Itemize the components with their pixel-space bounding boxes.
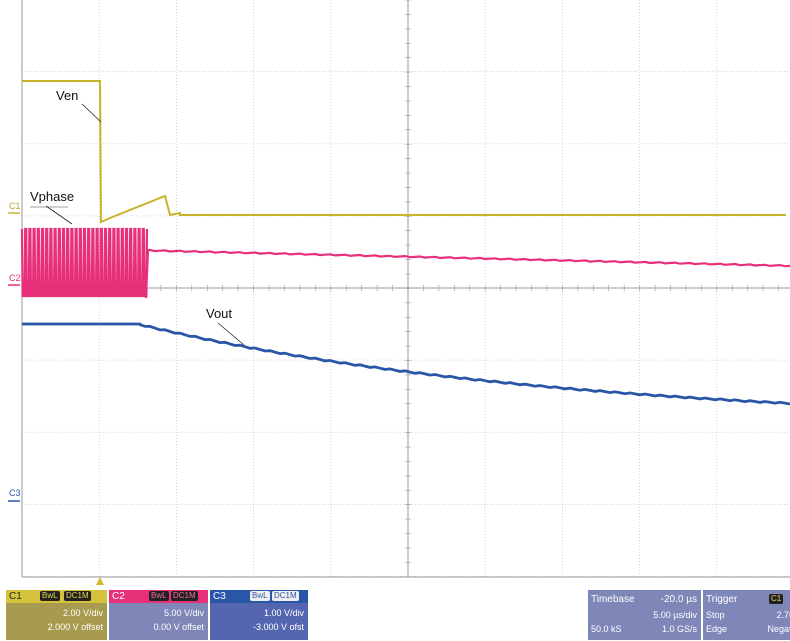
trigger-box[interactable]: Trigger C1 Stop 2.76 Edge Negativ bbox=[703, 590, 790, 640]
marker-c3: C3 bbox=[9, 488, 21, 498]
channel-offset: 0.00 V offset bbox=[153, 622, 204, 632]
bwl-tag: BwL bbox=[40, 591, 60, 601]
trigger-mode: Stop bbox=[706, 610, 725, 620]
annotations: Ven Vphase Vout bbox=[30, 88, 245, 346]
oscilloscope-plot: Ven Vphase Vout C1 C2 C3 bbox=[8, 0, 790, 585]
annotation-vphase: Vphase bbox=[30, 189, 74, 204]
timebase-delay: -20.0 µs bbox=[660, 594, 697, 605]
channel-box-c3[interactable]: C3 BwL DC1M 1.00 V/div -3.000 V ofst bbox=[210, 590, 308, 640]
marker-c1: C1 bbox=[9, 201, 21, 211]
trigger-slope: Negativ bbox=[767, 624, 790, 634]
trigger-label: Trigger bbox=[706, 594, 738, 605]
timebase-box[interactable]: Timebase -20.0 µs 5.00 µs/div 50.0 kS 1.… bbox=[588, 590, 701, 640]
coupling-tag: DC1M bbox=[171, 591, 198, 601]
timebase-rate: 1.0 GS/s bbox=[661, 624, 697, 634]
channel-offset: -3.000 V ofst bbox=[252, 622, 304, 632]
trace-ven bbox=[22, 80, 786, 224]
timebase-label: Timebase bbox=[591, 594, 635, 605]
annotation-vout: Vout bbox=[206, 306, 232, 321]
annotation-ven: Ven bbox=[56, 88, 78, 103]
channel-markers: C1 C2 C3 bbox=[8, 201, 21, 502]
trace-vphase bbox=[20, 227, 790, 299]
timebase-scale: 5.00 µs/div bbox=[653, 610, 697, 620]
annotation-ven-leader bbox=[81, 103, 102, 123]
coupling-tag: DC1M bbox=[272, 591, 299, 601]
marker-c2: C2 bbox=[9, 273, 21, 283]
grid bbox=[21, 0, 790, 578]
status-bar: C1 BwL DC1M 2.00 V/div 2.000 V offset C2… bbox=[0, 585, 790, 641]
channel-name: C1 bbox=[9, 591, 22, 602]
trigger-type: Edge bbox=[706, 624, 728, 634]
bwl-tag: BwL bbox=[149, 591, 169, 601]
traces bbox=[20, 80, 790, 406]
timebase-samples: 50.0 kS bbox=[591, 624, 622, 634]
coupling-tag: DC1M bbox=[64, 591, 91, 601]
trigger-source: C1 bbox=[769, 594, 784, 604]
trace-vout bbox=[22, 322, 790, 406]
annotation-vout-leader bbox=[217, 322, 245, 346]
bwl-tag: BwL bbox=[250, 591, 270, 601]
channel-scale: 5.00 V/div bbox=[163, 608, 204, 618]
channel-box-c1[interactable]: C1 BwL DC1M 2.00 V/div 2.000 V offset bbox=[6, 590, 107, 640]
trigger-marker bbox=[96, 577, 104, 585]
channel-scale: 1.00 V/div bbox=[263, 608, 304, 618]
channel-box-c2[interactable]: C2 BwL DC1M 5.00 V/div 0.00 V offset bbox=[109, 590, 208, 640]
channel-scale: 2.00 V/div bbox=[62, 608, 103, 618]
channel-offset: 2.000 V offset bbox=[47, 622, 103, 632]
annotation-vphase-leader bbox=[45, 205, 73, 225]
channel-name: C3 bbox=[213, 591, 226, 602]
trigger-level: 2.76 bbox=[776, 610, 790, 620]
channel-name: C2 bbox=[112, 591, 125, 602]
